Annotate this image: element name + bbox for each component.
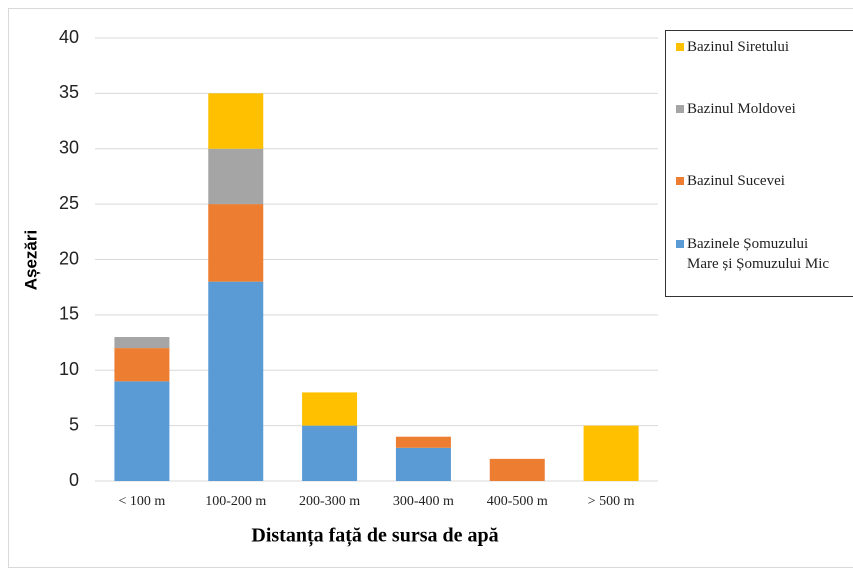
bar-segment: [208, 204, 264, 282]
legend-label: Bazinele Șomuzului Mare și Șomuzului Mic: [687, 236, 830, 272]
x-tick-label: > 500 m: [588, 494, 635, 509]
x-tick-label: 200-300 m: [299, 494, 360, 509]
legend-entry: Bazinul Moldovei: [676, 99, 852, 119]
bar-segment: [114, 348, 170, 382]
legend-label: Bazinul Sucevei: [687, 173, 785, 189]
y-tick-label: 40: [59, 27, 79, 47]
y-tick-label: 20: [59, 248, 79, 268]
bar-segment: [208, 281, 264, 481]
y-tick-label: 35: [59, 82, 79, 102]
legend-entry: Bazinele Șomuzului Mare și Șomuzului Mic: [676, 234, 852, 294]
y-tick-label: 5: [69, 414, 79, 434]
legend-label: Bazinul Moldovei: [687, 101, 796, 117]
bar-segment: [583, 425, 639, 481]
legend: Bazinul Siretului Bazinul Moldovei Bazinul…: [665, 30, 853, 297]
y-tick-label: 30: [59, 138, 79, 158]
y-tick-label: 0: [69, 470, 79, 490]
bar-segment: [302, 425, 358, 481]
bar-segment: [395, 436, 451, 448]
y-tick-label: 25: [59, 193, 79, 213]
y-axis-label: Așezări: [21, 230, 40, 290]
y-tick-label: 15: [59, 304, 79, 324]
legend-swatch: [676, 177, 684, 185]
bar-segment: [302, 392, 358, 426]
bar-segment: [114, 381, 170, 481]
bar-segment: [114, 337, 170, 349]
bar-segment: [395, 447, 451, 481]
y-tick-label: 10: [59, 359, 79, 379]
x-axis-label: Distanța față de sursa de apă: [251, 525, 498, 548]
x-tick-label: 300-400 m: [393, 494, 454, 509]
bar-segment: [208, 148, 264, 205]
x-tick-label: 400-500 m: [487, 494, 548, 509]
legend-swatch: [676, 105, 684, 113]
legend-label: Bazinul Siretului: [687, 39, 790, 55]
x-tick-label: < 100 m: [119, 494, 166, 509]
x-tick-label: 100-200 m: [205, 494, 266, 509]
legend-entry: Bazinul Siretului: [676, 37, 852, 57]
legend-swatch: [676, 240, 684, 248]
legend-entry: Bazinul Sucevei: [676, 171, 852, 191]
chart-frame: [8, 8, 853, 568]
bar-segment: [489, 458, 545, 481]
legend-swatch: [676, 43, 684, 51]
bar-segment: [208, 93, 264, 149]
